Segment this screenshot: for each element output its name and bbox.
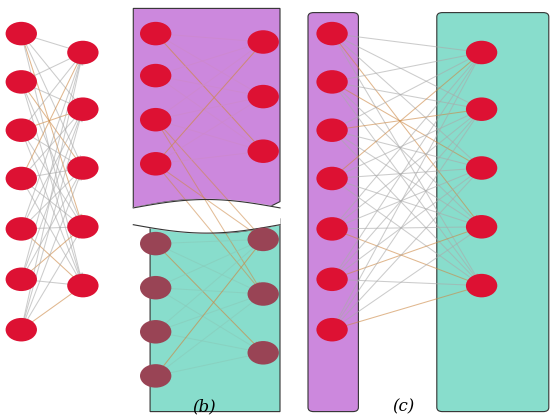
Circle shape [466,274,497,297]
Circle shape [316,22,348,45]
Circle shape [316,217,348,241]
Circle shape [6,268,37,291]
Circle shape [316,268,348,291]
Circle shape [466,215,497,239]
Polygon shape [150,218,280,412]
Circle shape [140,64,171,87]
Circle shape [316,167,348,190]
Circle shape [248,139,279,163]
Polygon shape [133,200,280,233]
Circle shape [67,41,99,64]
Circle shape [6,217,37,241]
FancyBboxPatch shape [308,13,358,412]
Circle shape [248,85,279,108]
Circle shape [140,152,171,176]
Circle shape [248,341,279,365]
Circle shape [67,215,99,239]
Circle shape [6,118,37,142]
Circle shape [6,70,37,94]
Circle shape [466,41,497,64]
Circle shape [67,156,99,180]
Circle shape [248,228,279,251]
FancyBboxPatch shape [437,13,549,412]
Circle shape [140,232,171,255]
Circle shape [6,167,37,190]
Circle shape [140,320,171,344]
Text: (b): (b) [193,399,216,416]
Circle shape [248,30,279,54]
Circle shape [6,318,37,341]
Circle shape [140,276,171,299]
Circle shape [67,97,99,121]
Circle shape [466,156,497,180]
Circle shape [316,70,348,94]
Circle shape [316,318,348,341]
Circle shape [248,282,279,306]
Text: (c): (c) [392,399,414,416]
Circle shape [140,364,171,388]
Circle shape [316,118,348,142]
Circle shape [67,274,99,297]
Polygon shape [133,8,280,210]
Circle shape [140,108,171,131]
Circle shape [6,22,37,45]
Circle shape [140,22,171,45]
Circle shape [466,97,497,121]
